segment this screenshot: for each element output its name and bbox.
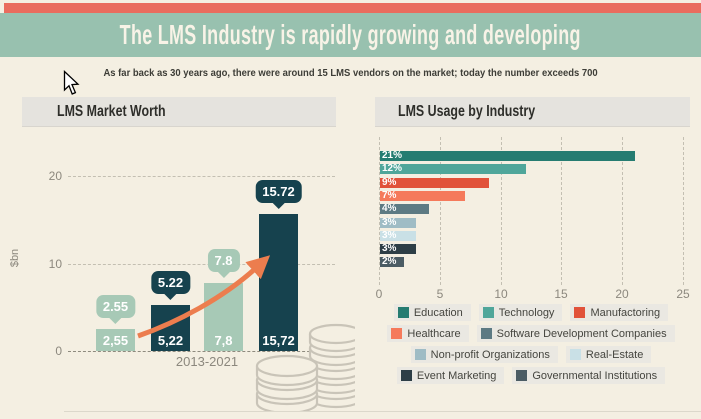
market-bar: 2,55 <box>96 329 135 351</box>
bar-value-label: 3% <box>382 230 397 241</box>
gridline <box>379 137 380 285</box>
right-chart-title: LMS Usage by Industry <box>398 102 536 120</box>
usage-bar: 21% <box>380 150 635 161</box>
x-axis-line <box>68 351 335 352</box>
usage-bar: 2% <box>380 256 404 267</box>
gridline <box>501 137 502 285</box>
legend-item-real-estate: Real-Estate <box>565 346 652 363</box>
subtitle: As far back as 30 years ago, there were … <box>103 67 598 79</box>
x-tick-label: 0 <box>375 287 383 301</box>
legend-label: Technology <box>498 306 555 319</box>
page-title: The LMS Industry is rapidly growing and … <box>119 19 582 50</box>
legend-swatch <box>391 328 403 339</box>
usage-bar: 7% <box>380 190 465 201</box>
value-bubble: 15.72 <box>255 180 302 203</box>
gridline <box>440 137 441 285</box>
usage-bar: 4% <box>380 203 429 214</box>
left-chart-title: LMS Market Worth <box>57 102 166 120</box>
legend-swatch <box>482 307 494 318</box>
legend-item-governmental: Governmental Institutions <box>512 367 666 384</box>
bar-value-label: 3% <box>382 243 397 254</box>
legend-swatch <box>397 307 409 318</box>
right-chart-header: LMS Usage by Industry <box>375 97 690 127</box>
legend-item-healthcare: Healthcare <box>387 325 469 342</box>
value-bubble: 2.55 <box>95 295 136 318</box>
x-tick-label: 20 <box>615 287 629 301</box>
bar-value-label: 2% <box>382 256 397 267</box>
legend-swatch <box>480 328 492 339</box>
legend-swatch <box>414 349 426 360</box>
legend-item-technology: Technology <box>478 304 563 321</box>
bar-value-label: 4% <box>382 203 397 214</box>
legend-label: Manufactoring <box>590 306 661 319</box>
bar-inside-label: 2,55 <box>102 333 129 348</box>
bar-value-label: 7% <box>382 190 397 201</box>
legend-row: Non-profit Organizations Real-Estate <box>368 346 694 363</box>
legend: Education Technology Manufactoring Healt… <box>368 304 694 388</box>
legend-swatch <box>400 370 412 381</box>
legend-label: Healthcare <box>407 327 461 340</box>
mouse-cursor-icon <box>63 70 80 95</box>
legend-label: Governmental Institutions <box>532 369 658 382</box>
legend-swatch <box>574 307 586 318</box>
gridline <box>622 137 623 285</box>
legend-item-event-marketing: Event Marketing <box>396 367 505 384</box>
usage-bar: 9% <box>380 177 489 188</box>
usage-bar: 12% <box>380 163 526 174</box>
legend-swatch <box>516 370 528 381</box>
legend-label: Event Marketing <box>416 369 497 382</box>
legend-item-manufactoring: Manufactoring <box>570 304 669 321</box>
legend-item-education: Education <box>393 304 471 321</box>
bar-value-label: 12% <box>382 163 403 174</box>
value-bubble: 5.22 <box>150 271 191 294</box>
bar-inside-label: 15,72 <box>262 333 295 348</box>
bottom-divider <box>64 411 701 412</box>
legend-row: Education Technology Manufactoring <box>368 304 694 321</box>
coins-icon <box>255 323 355 412</box>
left-chart-header: LMS Market Worth <box>22 97 336 127</box>
gridline <box>561 137 562 285</box>
title-banner: The LMS Industry is rapidly growing and … <box>0 13 701 57</box>
legend-item-software-development: Software Development Companies <box>476 325 675 342</box>
gridline <box>683 137 684 285</box>
bar-value-label: 3% <box>382 217 397 228</box>
legend-row: Event Marketing Governmental Institution… <box>368 367 694 384</box>
top-accent-strip <box>4 3 701 13</box>
legend-label: Education <box>413 306 463 319</box>
legend-label: Real-Estate <box>585 348 644 361</box>
bar-inside-label: 5,22 <box>157 333 184 348</box>
bar-inside-label: 7,8 <box>214 333 233 348</box>
growth-arrow-icon <box>137 255 271 339</box>
x-tick-label: 25 <box>676 287 690 301</box>
x-tick-label: 5 <box>436 287 444 301</box>
gridline <box>68 264 335 265</box>
value-bubble: 7.8 <box>207 249 240 272</box>
bar-value-label: 9% <box>382 177 397 188</box>
legend-label: Software Development Companies <box>496 327 667 340</box>
legend-item-non-profit: Non-profit Organizations <box>410 346 558 363</box>
x-tick-label: 10 <box>494 287 508 301</box>
usage-bar: 3% <box>380 217 416 228</box>
legend-label: Non-profit Organizations <box>430 348 550 361</box>
bar-value-label: 21% <box>382 150 403 161</box>
legend-swatch <box>569 349 581 360</box>
legend-row: Healthcare Software Development Companie… <box>368 325 694 342</box>
usage-bar: 3% <box>380 243 416 254</box>
y-tick-label: 10 <box>48 257 62 271</box>
gridline <box>68 176 335 177</box>
y-tick-label: 0 <box>55 344 62 358</box>
market-bar: 15,72 <box>259 214 298 351</box>
usage-bar: 3% <box>380 230 416 241</box>
y-tick-label: 20 <box>48 169 62 183</box>
x-axis-label: 2013-2021 <box>175 354 239 369</box>
x-tick-label: 15 <box>554 287 568 301</box>
